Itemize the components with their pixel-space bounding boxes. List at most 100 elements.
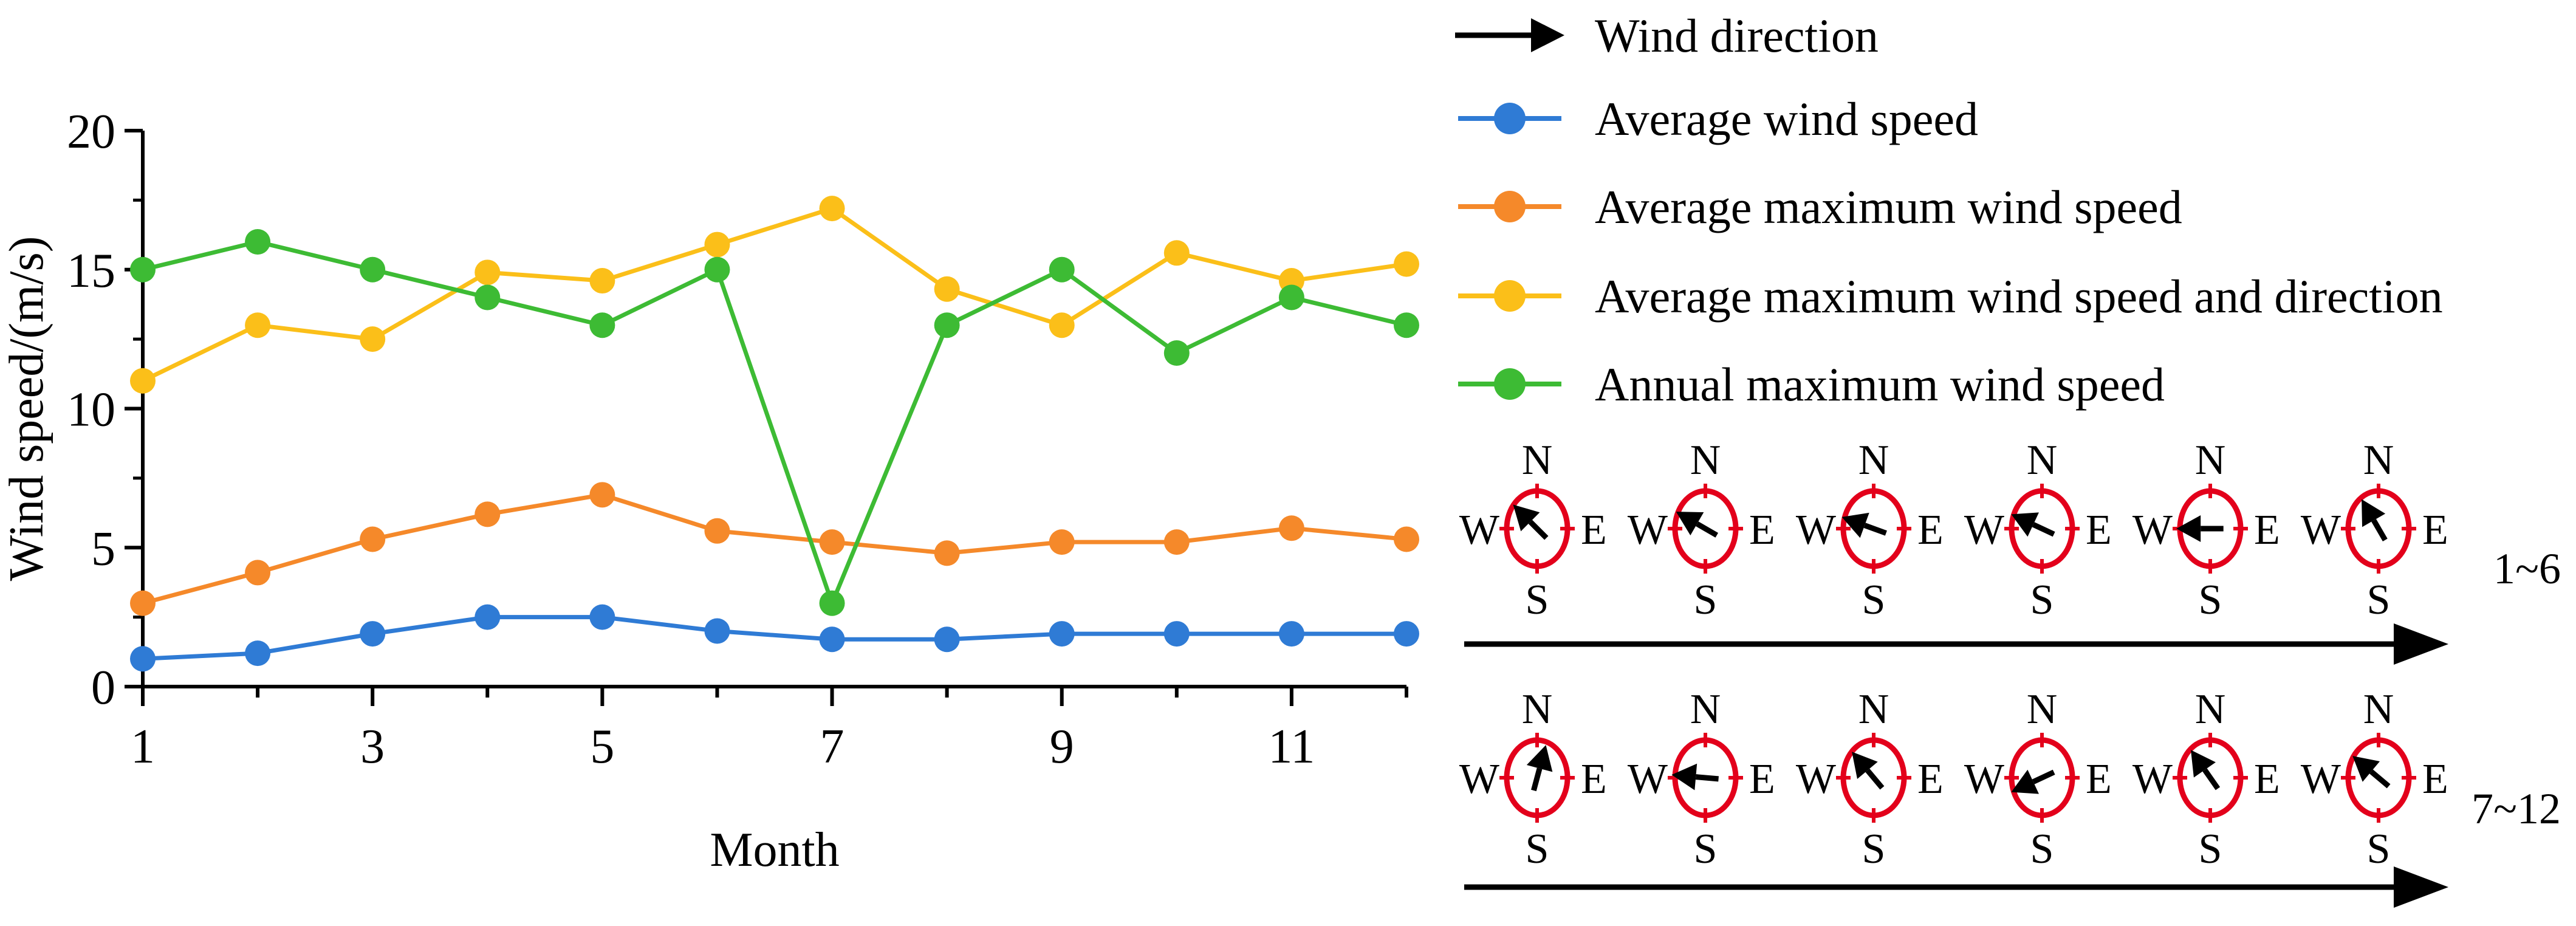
direction-arrow-icon: [1676, 512, 1704, 536]
compass-label-w: W: [2301, 756, 2341, 803]
data-point: [245, 640, 271, 667]
data-point: [1049, 312, 1075, 338]
series-line: [142, 239, 1407, 606]
legend-series: Average wind speed Average maximum wind s…: [1458, 92, 2443, 411]
data-point: [934, 312, 960, 338]
compass-label-n: N: [1690, 437, 1721, 484]
direction-arrow-shaft: [1863, 523, 1887, 536]
data-point: [1049, 621, 1075, 647]
direction-arrow-shaft: [2202, 768, 2221, 791]
direction-arrow-icon: [1526, 745, 1553, 772]
legend-label: Annual maximum wind speed: [1595, 358, 2165, 411]
data-point: [474, 501, 501, 527]
data-point: [1163, 529, 1190, 555]
compass-label-n: N: [1858, 686, 1889, 733]
legend: Wind direction Average wind speedAverage…: [1455, 9, 2443, 411]
compass-label-n: N: [1522, 437, 1553, 484]
legend-item: Annual maximum wind speed: [1458, 358, 2165, 411]
data-point: [360, 256, 386, 283]
compass-label-e: E: [1917, 756, 1944, 803]
data-point: [1049, 256, 1075, 283]
compass-label-w: W: [2132, 507, 2173, 554]
series-4: [130, 229, 1419, 616]
direction-arrow-shaft: [1531, 767, 1543, 792]
series-line: [142, 206, 1407, 383]
legend-item-wind-direction: Wind direction: [1455, 9, 1879, 62]
compass-label-n: N: [2027, 686, 2058, 733]
x-tick-label: 7: [820, 720, 844, 773]
y-tick-label: 15: [67, 244, 115, 298]
direction-arrow-icon: [1841, 512, 1869, 538]
compass: N SW E: [1459, 437, 1607, 623]
x-ticks: 1 3 5 7 9 11: [131, 687, 1408, 773]
data-point: [474, 259, 501, 286]
data-point: [130, 256, 156, 283]
data-point: [360, 621, 386, 647]
legend-label: Average maximum wind speed: [1595, 180, 2182, 233]
compass-label-e: E: [1581, 756, 1607, 803]
y-tick-label: 10: [67, 383, 115, 437]
arrow-right-icon: [2394, 866, 2448, 908]
y-ticks: 0 5 10 15 20: [67, 105, 143, 715]
legend-label-wind-direction: Wind direction: [1595, 9, 1879, 62]
month-range-label: 1~6: [2493, 544, 2561, 593]
month-range-label: 7~12: [2472, 784, 2561, 833]
compass-label-e: E: [1917, 507, 1944, 554]
compass-label-s: S: [1526, 826, 1549, 873]
data-point: [1278, 515, 1304, 541]
arrow-right-icon: [2394, 623, 2448, 665]
series-2: [130, 482, 1419, 616]
compass-label-s: S: [1694, 826, 1718, 873]
data-point: [1278, 284, 1304, 310]
compass: N SW E: [1796, 437, 1944, 623]
legend-label: Average maximum wind speed and direction: [1595, 270, 2443, 323]
x-tick-label: 9: [1050, 720, 1074, 773]
compass: N SW E: [2132, 686, 2280, 873]
compass-label-e: E: [2422, 507, 2448, 554]
data-point: [819, 590, 845, 616]
data-point: [589, 604, 615, 630]
compass-label-w: W: [1628, 507, 1668, 554]
compass-label-w: W: [1628, 756, 1668, 803]
y-axis-label: Wind speed/(m/s): [0, 236, 53, 581]
series-line: [142, 492, 1407, 606]
compass: N SW E: [1459, 686, 1607, 873]
data-point: [130, 646, 156, 672]
data-point: [934, 276, 960, 302]
direction-arrow-shaft: [2032, 522, 2055, 537]
y-tick-label: 20: [67, 105, 115, 159]
compass-label-n: N: [2363, 686, 2394, 733]
direction-arrow-shaft: [1528, 520, 1549, 540]
legend-item: Average maximum wind speed: [1458, 180, 2182, 233]
data-point: [1394, 526, 1419, 552]
data-point: [1163, 621, 1190, 647]
legend-label: Average wind speed: [1595, 92, 1978, 145]
legend-marker: [1494, 191, 1526, 222]
compass-label-e: E: [2086, 507, 2112, 554]
data-point: [934, 626, 960, 653]
direction-arrow-shaft: [1865, 769, 1885, 790]
compass-label-w: W: [1459, 507, 1499, 554]
compass: N SW E: [2301, 437, 2448, 623]
compass-label-w: W: [2132, 756, 2173, 803]
compass-label-e: E: [2254, 756, 2280, 803]
compass-label-s: S: [1526, 577, 1549, 623]
compass: N SW E: [1796, 686, 1944, 873]
compass-label-s: S: [2367, 826, 2391, 873]
legend-item: Average maximum wind speed and direction: [1458, 270, 2443, 323]
compass-label-s: S: [2030, 826, 2054, 873]
series-1: [130, 604, 1419, 672]
compass-label-w: W: [2301, 507, 2341, 554]
compass: N SW E: [2301, 686, 2448, 873]
compass-label-n: N: [2027, 437, 2058, 484]
data-point: [589, 312, 615, 338]
compass-label-e: E: [2086, 756, 2112, 803]
data-point: [704, 518, 730, 544]
compass-label-w: W: [1796, 507, 1836, 554]
data-point: [474, 284, 501, 310]
compass-label-w: W: [1964, 507, 2004, 554]
direction-arrow-icon: [2176, 515, 2201, 542]
y-tick-label: 5: [91, 522, 115, 575]
